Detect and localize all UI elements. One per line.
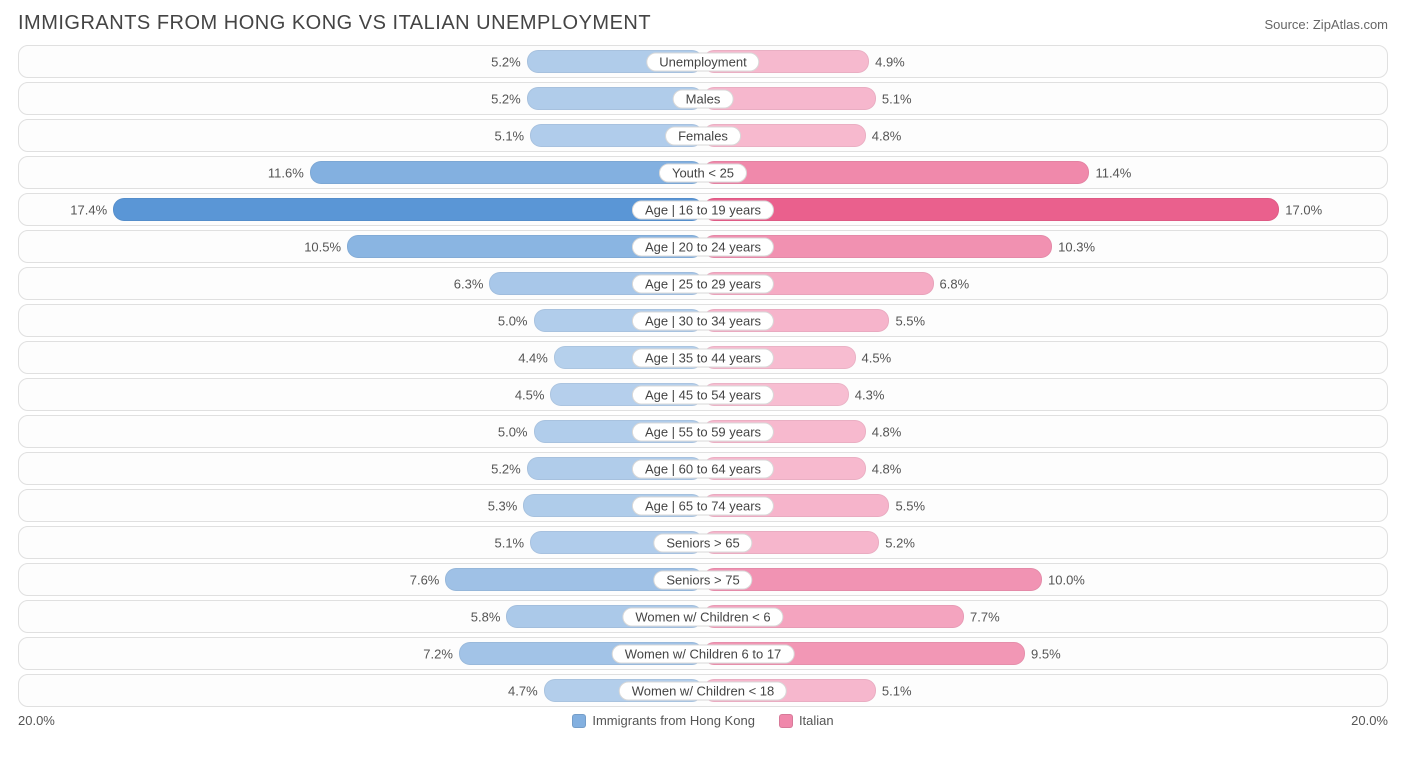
value-label-right: 4.8% — [872, 424, 902, 439]
value-label-left: 5.3% — [488, 498, 518, 513]
chart-row: 7.2% 9.5% Women w/ Children 6 to 17 — [18, 637, 1388, 670]
value-label-right: 4.8% — [872, 461, 902, 476]
chart-row: 5.3% 5.5% Age | 65 to 74 years — [18, 489, 1388, 522]
legend-item-left: Immigrants from Hong Kong — [572, 713, 755, 728]
category-label: Women w/ Children < 18 — [619, 681, 787, 700]
chart-row: 6.3% 6.8% Age | 25 to 29 years — [18, 267, 1388, 300]
category-label: Women w/ Children < 6 — [622, 607, 783, 626]
category-label: Age | 55 to 59 years — [632, 422, 774, 441]
category-label: Age | 25 to 29 years — [632, 274, 774, 293]
category-label: Age | 65 to 74 years — [632, 496, 774, 515]
value-label-left: 5.2% — [491, 461, 521, 476]
category-label: Females — [665, 126, 741, 145]
value-label-left: 6.3% — [454, 276, 484, 291]
legend-swatch-icon — [779, 714, 793, 728]
chart-row: 4.4% 4.5% Age | 35 to 44 years — [18, 341, 1388, 374]
legend-label-left: Immigrants from Hong Kong — [592, 713, 755, 728]
chart-row: 7.6% 10.0% Seniors > 75 — [18, 563, 1388, 596]
bar-right — [703, 198, 1279, 221]
category-label: Males — [673, 89, 734, 108]
value-label-right: 5.5% — [895, 498, 925, 513]
value-label-right: 6.8% — [940, 276, 970, 291]
value-label-right: 5.1% — [882, 91, 912, 106]
value-label-right: 9.5% — [1031, 646, 1061, 661]
value-label-left: 4.5% — [515, 387, 545, 402]
value-label-left: 4.7% — [508, 683, 538, 698]
axis-max-left: 20.0% — [18, 713, 55, 728]
chart-row: 5.2% 4.9% Unemployment — [18, 45, 1388, 78]
chart-row: 4.5% 4.3% Age | 45 to 54 years — [18, 378, 1388, 411]
value-label-left: 4.4% — [518, 350, 548, 365]
legend-label-right: Italian — [799, 713, 834, 728]
chart-row: 10.5% 10.3% Age | 20 to 24 years — [18, 230, 1388, 263]
legend: Immigrants from Hong Kong Italian — [572, 713, 833, 728]
value-label-right: 5.1% — [882, 683, 912, 698]
value-label-left: 17.4% — [70, 202, 107, 217]
category-label: Age | 16 to 19 years — [632, 200, 774, 219]
value-label-left: 5.0% — [498, 313, 528, 328]
chart-title: IMMIGRANTS FROM HONG KONG VS ITALIAN UNE… — [18, 12, 651, 35]
axis-max-right: 20.0% — [1351, 713, 1388, 728]
category-label: Age | 60 to 64 years — [632, 459, 774, 478]
chart-row: 5.8% 7.7% Women w/ Children < 6 — [18, 600, 1388, 633]
legend-swatch-icon — [572, 714, 586, 728]
chart-source: Source: ZipAtlas.com — [1264, 17, 1388, 32]
category-label: Age | 30 to 34 years — [632, 311, 774, 330]
value-label-right: 10.0% — [1048, 572, 1085, 587]
value-label-left: 5.1% — [494, 128, 524, 143]
value-label-right: 7.7% — [970, 609, 1000, 624]
category-label: Age | 35 to 44 years — [632, 348, 774, 367]
value-label-left: 5.1% — [494, 535, 524, 550]
value-label-left: 7.6% — [410, 572, 440, 587]
category-label: Seniors > 65 — [653, 533, 752, 552]
value-label-left: 11.6% — [268, 165, 304, 180]
bar-right — [703, 568, 1042, 591]
value-label-right: 4.8% — [872, 128, 902, 143]
value-label-right: 11.4% — [1095, 165, 1131, 180]
chart-row: 11.6% 11.4% Youth < 25 — [18, 156, 1388, 189]
chart-row: 5.1% 4.8% Females — [18, 119, 1388, 152]
value-label-right: 10.3% — [1058, 239, 1095, 254]
value-label-right: 5.5% — [895, 313, 925, 328]
bar-left — [310, 161, 703, 184]
value-label-right: 4.5% — [862, 350, 892, 365]
bar-right — [703, 161, 1089, 184]
value-label-right: 4.3% — [855, 387, 885, 402]
chart-row: 5.0% 4.8% Age | 55 to 59 years — [18, 415, 1388, 448]
value-label-left: 5.2% — [491, 54, 521, 69]
category-label: Unemployment — [646, 52, 759, 71]
category-label: Youth < 25 — [659, 163, 747, 182]
diverging-bar-chart: 5.2% 4.9% Unemployment 5.2% 5.1% Males 5.1% 4.8… — [18, 45, 1388, 707]
chart-row: 17.4% 17.0% Age | 16 to 19 years — [18, 193, 1388, 226]
value-label-left: 7.2% — [423, 646, 453, 661]
value-label-right: 5.2% — [885, 535, 915, 550]
category-label: Seniors > 75 — [653, 570, 752, 589]
value-label-left: 5.8% — [471, 609, 501, 624]
category-label: Women w/ Children 6 to 17 — [612, 644, 795, 663]
chart-row: 5.2% 5.1% Males — [18, 82, 1388, 115]
category-label: Age | 20 to 24 years — [632, 237, 774, 256]
value-label-right: 4.9% — [875, 54, 905, 69]
legend-item-right: Italian — [779, 713, 834, 728]
value-label-right: 17.0% — [1285, 202, 1322, 217]
value-label-left: 10.5% — [304, 239, 341, 254]
value-label-left: 5.0% — [498, 424, 528, 439]
chart-row: 4.7% 5.1% Women w/ Children < 18 — [18, 674, 1388, 707]
category-label: Age | 45 to 54 years — [632, 385, 774, 404]
value-label-left: 5.2% — [491, 91, 521, 106]
chart-row: 5.1% 5.2% Seniors > 65 — [18, 526, 1388, 559]
chart-row: 5.2% 4.8% Age | 60 to 64 years — [18, 452, 1388, 485]
chart-row: 5.0% 5.5% Age | 30 to 34 years — [18, 304, 1388, 337]
bar-left — [113, 198, 703, 221]
